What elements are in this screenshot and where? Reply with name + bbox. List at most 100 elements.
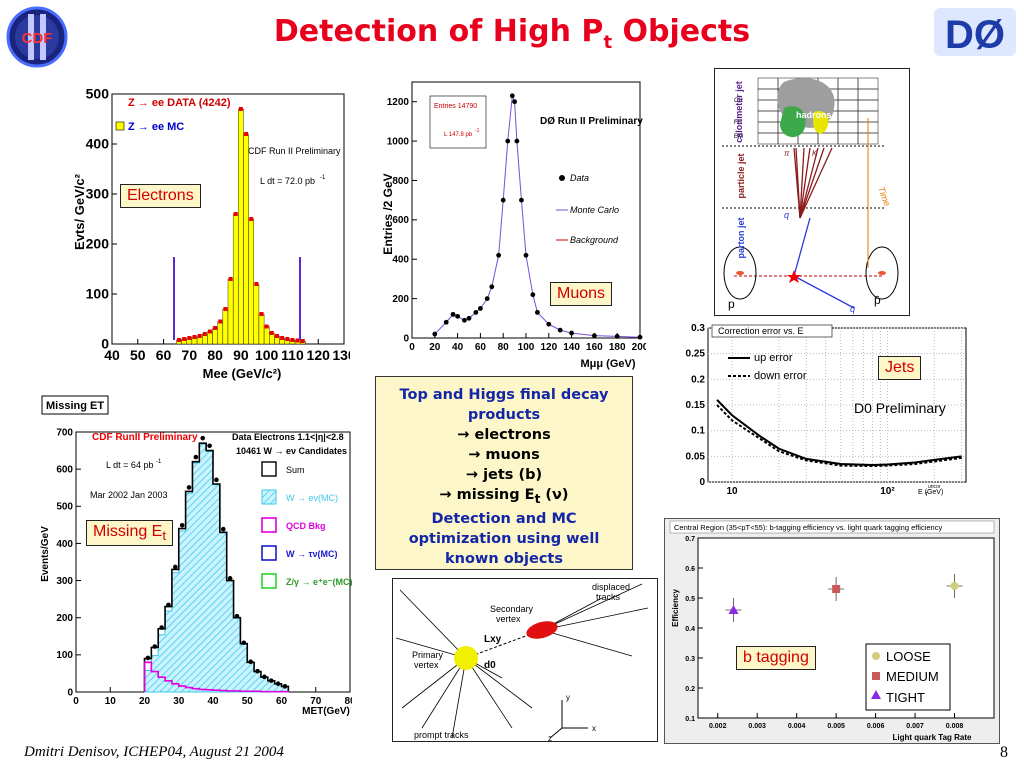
missing-et-header: Missing ET — [46, 400, 104, 412]
d0-logo: DØ — [934, 8, 1016, 57]
electrons-bar — [222, 308, 229, 345]
btag-title: Central Region (35<pT<55): b-tagging eff… — [674, 523, 942, 532]
muons-xtick-label: 40 — [452, 342, 464, 353]
particle-track — [799, 147, 833, 219]
electrons-data-point — [238, 107, 243, 111]
btag-xtick-label: 0.008 — [946, 723, 964, 730]
prompt-track — [399, 589, 467, 659]
met-ytick-label: 200 — [56, 613, 73, 624]
missing-et-plot: Missing ET 0 10 20 30 40 50 60 70 80 0 100 200 300 40… — [40, 395, 352, 717]
electrons-bar — [227, 278, 234, 345]
muons-data-point — [505, 138, 511, 144]
electrons-bar — [243, 133, 249, 345]
muons-ylabel: Entries /2 GeV — [382, 173, 395, 254]
met-ytick-label: 100 — [56, 650, 73, 661]
btag-ytick-label: 0.6 — [685, 566, 695, 573]
electrons-data-point — [207, 329, 212, 334]
muons-legend-data: Data — [570, 173, 589, 183]
electrons-ytick-label: 400 — [86, 136, 110, 152]
muons-data-point — [592, 333, 597, 339]
tracks-label: tracks — [596, 592, 621, 602]
svg-text:z: z — [548, 734, 552, 742]
met-data-point — [200, 435, 206, 441]
jets-ytick-label: 0.2 — [691, 374, 705, 385]
muons-data-point — [500, 197, 506, 203]
prompt-tracks-label: prompt tracks — [414, 730, 469, 740]
particle-jet-label: particle jet — [736, 153, 746, 198]
electrons-xtick-label: 120 — [307, 347, 331, 363]
jets-ytick-label: 0.15 — [686, 400, 706, 411]
svg-text:CDF: CDF — [22, 30, 53, 47]
electrons-data-point — [197, 334, 202, 338]
electrons-ytick-label: 200 — [86, 236, 110, 252]
quark-label: q — [784, 210, 789, 220]
muons-lumi: L 147.8 pb — [444, 132, 473, 138]
electrons-data-point — [218, 319, 223, 324]
met-data-point — [220, 526, 226, 532]
btag-xtick-label: 0.003 — [748, 723, 766, 730]
svg-text:vertex: vertex — [496, 614, 521, 624]
met-data-point — [145, 655, 151, 661]
electrons-data-point — [223, 307, 228, 311]
electrons-label: Electrons — [120, 184, 201, 208]
electrons-data-point — [192, 335, 197, 339]
muons-data-point — [455, 313, 460, 319]
met-legend-data: Data Electrons 1.1<|η|<2.8 — [232, 432, 344, 442]
svg-text:vertex: vertex — [414, 660, 439, 670]
electrons-xtick-label: 80 — [207, 347, 223, 363]
btag-xtick-label: 0.007 — [906, 723, 924, 730]
jets-xtick-label: 10² — [880, 486, 895, 497]
particle-track — [799, 147, 825, 219]
met-legend-wtv: W → τν(MC) — [286, 549, 338, 559]
antiproton-label: p̄ — [874, 293, 881, 307]
svg-text:DØ: DØ — [945, 13, 1005, 57]
met-ytick-label: 600 — [56, 464, 73, 475]
met-data-point — [275, 681, 281, 686]
prompt-track — [395, 637, 467, 659]
electrons-xtick-label: 70 — [182, 347, 198, 363]
met-legend-zee: Z/γ → e⁺e⁻(MC) — [286, 577, 352, 587]
muons-data-point — [614, 334, 620, 339]
muons-ytick-label: 0 — [403, 333, 409, 344]
muons-data-point — [557, 327, 563, 333]
electrons-bar — [238, 108, 244, 345]
met-xtick-label: 0 — [73, 696, 79, 707]
jet-formation-diagram: hadrons CH FH EM Time calorimeter jet pa… — [714, 68, 910, 316]
muons-data-point — [509, 93, 515, 99]
muons-xlabel: Mμμ (GeV) — [580, 358, 635, 370]
muons-prelim: DØ Run II Preliminary — [540, 116, 643, 127]
electrons-data-point — [280, 336, 285, 340]
missing-et-label: Missing Et — [86, 520, 174, 547]
prompt-track — [465, 657, 533, 709]
met-data-point — [193, 454, 199, 460]
muons-data-point — [535, 310, 540, 315]
met-data-point — [152, 644, 158, 649]
electrons-xtick-label: 130 — [332, 347, 350, 363]
jets-ytick-label: 0.3 — [691, 323, 705, 334]
electrons-prelim: CDF Run II Preliminary — [248, 146, 341, 156]
displaced-track — [541, 607, 649, 631]
btag-legend-tight-marker — [871, 690, 881, 699]
displaced-label: displaced — [592, 582, 630, 592]
slide-title: Detection of High Pt Objects — [273, 14, 751, 53]
btag-ytick-label: 0.5 — [685, 596, 695, 603]
muons-label: Muons — [550, 282, 613, 306]
jets-error-plot: 0 0.05 0.1 0.15 0.2 0.25 0.3 10 10² Correction e… — [670, 322, 970, 498]
btag-label: b tagging — [736, 646, 816, 670]
met-data-point — [166, 602, 171, 608]
electrons-xtick-label: 60 — [156, 347, 172, 363]
particle-track — [799, 147, 819, 219]
btag-ytick-label: 0.2 — [685, 686, 695, 693]
met-ytick-label: 400 — [56, 539, 73, 550]
met-dates: Mar 2002 Jan 2003 — [90, 490, 168, 500]
electrons-data-point — [295, 338, 300, 343]
electrons-data-point — [202, 332, 207, 336]
btag-point-tight — [728, 605, 739, 614]
antiquark-label: q̄ — [850, 304, 855, 314]
met-data-point — [248, 659, 253, 664]
electrons-ytick-label: 300 — [86, 186, 110, 202]
met-data-point — [268, 678, 274, 683]
btag-legend-medium: MEDIUM — [886, 669, 939, 684]
electrons-bar — [253, 283, 260, 345]
muons-data-point — [489, 284, 495, 290]
